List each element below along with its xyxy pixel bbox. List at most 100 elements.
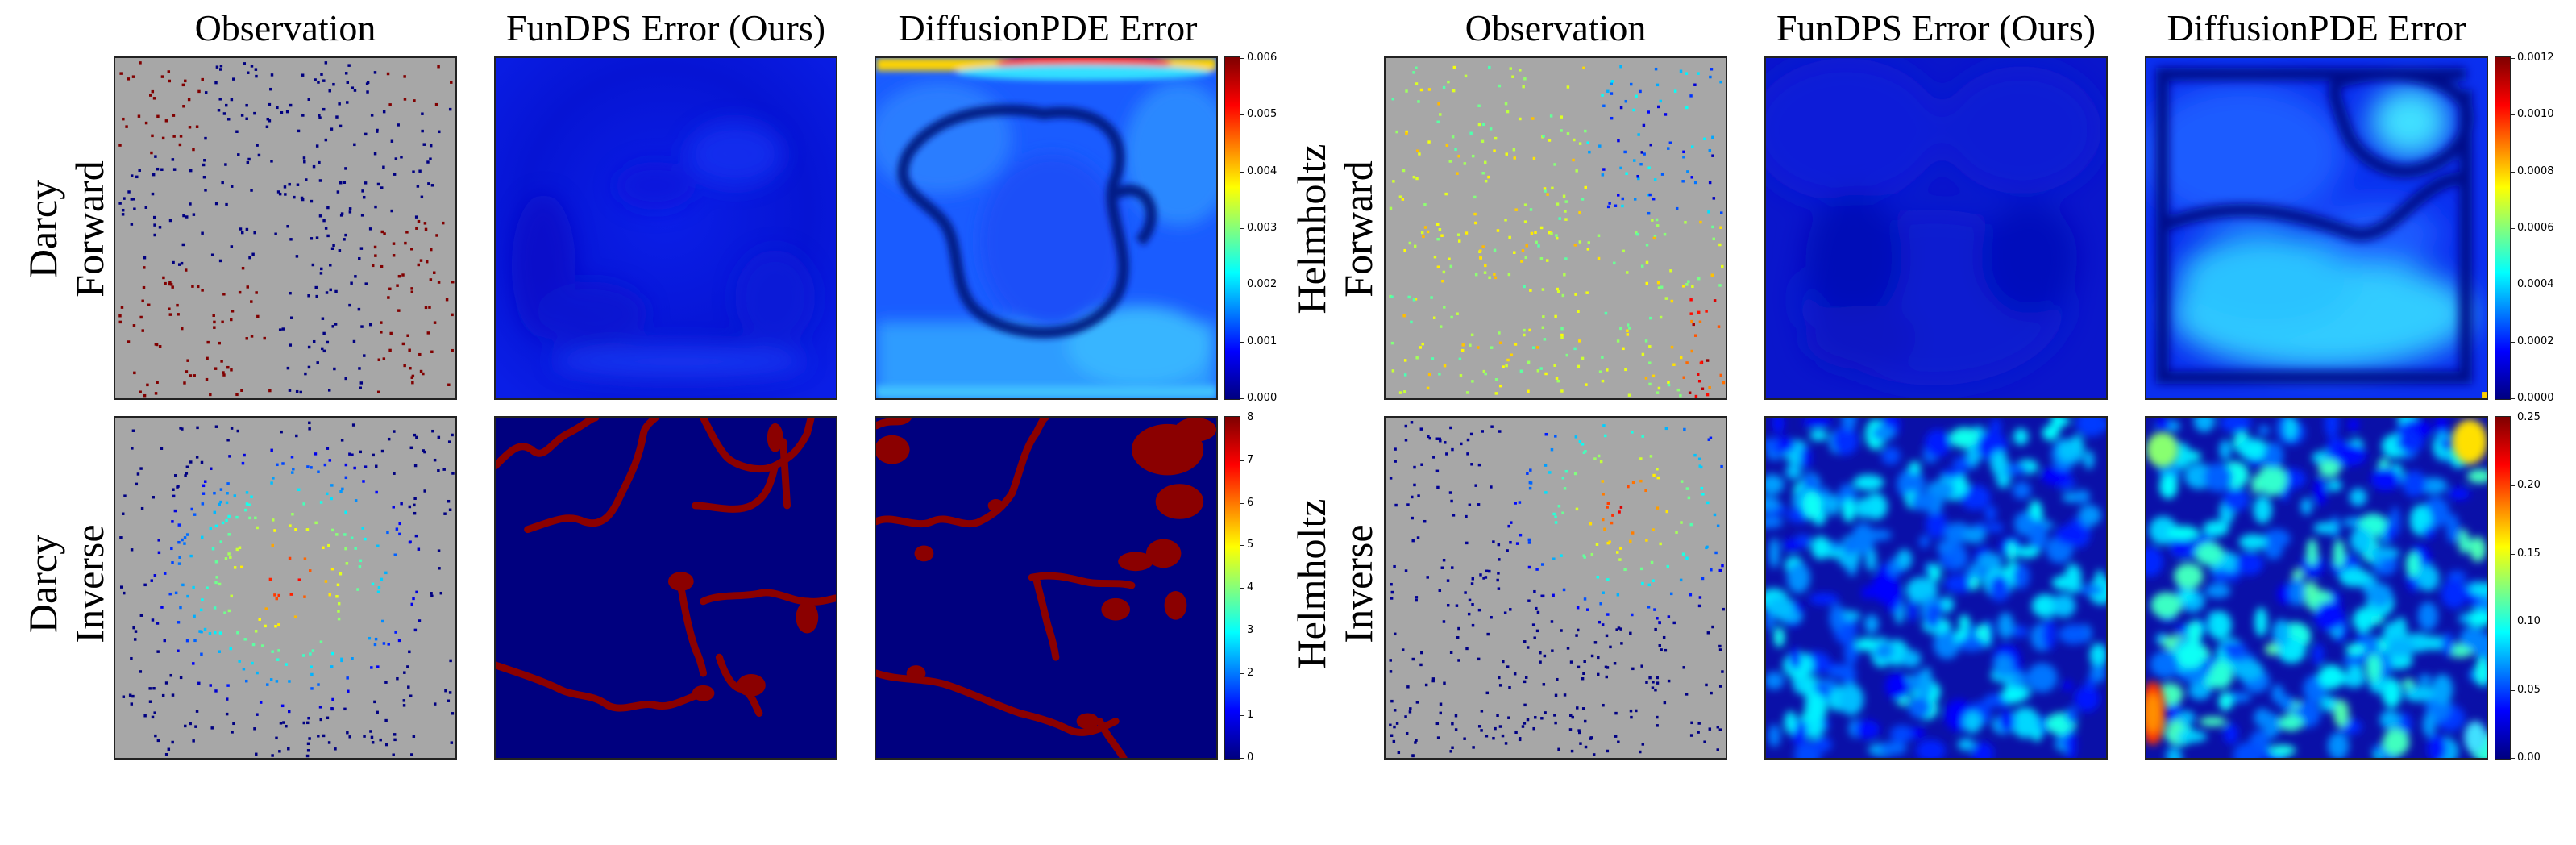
- observation-point: [1552, 512, 1556, 516]
- error-blob: [2327, 732, 2350, 758]
- observation-point: [1690, 319, 1693, 323]
- error-blob: [2348, 418, 2359, 432]
- observation-point: [348, 210, 352, 214]
- observation-point: [271, 543, 274, 547]
- observation-point: [235, 130, 239, 133]
- observation-point: [245, 679, 248, 683]
- observation-point: [1519, 69, 1522, 72]
- observation-point: [1479, 573, 1482, 577]
- observation-point: [1488, 276, 1491, 279]
- observation-point: [215, 576, 218, 579]
- error-blob: [1809, 593, 1839, 606]
- observation-point: [1461, 343, 1465, 347]
- observation-point: [230, 98, 234, 102]
- observation-point: [241, 461, 245, 465]
- colorbar-tick-mark: [2511, 171, 2515, 173]
- observation-point: [160, 168, 164, 172]
- error-blob: [2345, 643, 2366, 655]
- observation-point: [210, 726, 214, 730]
- observation-point: [1711, 625, 1714, 629]
- observation-point: [376, 130, 379, 133]
- observation-point: [1395, 722, 1399, 725]
- observation-point: [225, 202, 228, 206]
- observation-point: [429, 157, 432, 160]
- observation-point: [1554, 435, 1557, 438]
- observation-point: [373, 71, 377, 74]
- observation-point: [1449, 264, 1453, 268]
- observation-point: [295, 434, 298, 438]
- observation-point: [402, 699, 406, 702]
- observation-point: [375, 490, 378, 494]
- observation-point: [1573, 347, 1577, 351]
- row-label-darcy-forward: Darcy Forward: [20, 160, 112, 298]
- observation-point: [253, 111, 256, 115]
- observation-point: [1427, 88, 1431, 91]
- observation-point: [156, 622, 160, 625]
- observation-point: [1404, 715, 1407, 718]
- observation-point: [1721, 670, 1724, 673]
- observation-point: [445, 298, 449, 302]
- observation-point: [1541, 288, 1545, 291]
- error-blob: [2342, 670, 2366, 688]
- observation-point: [397, 639, 401, 643]
- observation-point: [1477, 463, 1481, 467]
- error-blob: [2159, 474, 2178, 499]
- observation-point: [213, 326, 216, 329]
- observation-point: [376, 544, 380, 547]
- observation-point: [1581, 443, 1585, 446]
- observation-point: [1468, 598, 1472, 602]
- error-blob: [1855, 637, 1879, 651]
- observation-point: [1640, 264, 1644, 268]
- error-blob: [2150, 650, 2182, 678]
- error-blob: [2396, 433, 2424, 452]
- error-blob: [2254, 607, 2268, 637]
- error-blob: [2427, 734, 2447, 758]
- observation-point: [143, 256, 147, 260]
- observation-point: [1708, 385, 1711, 389]
- observation-point: [185, 465, 189, 468]
- error-blob: [2193, 418, 2216, 432]
- observation-point: [406, 665, 409, 668]
- observation-point: [1422, 235, 1425, 239]
- observation-point: [1494, 377, 1498, 381]
- observation-point: [174, 474, 177, 477]
- colorbar-tick-label: 0.0008: [2517, 164, 2554, 177]
- observation-point: [348, 303, 351, 307]
- observation-point: [1602, 518, 1605, 522]
- observation-point: [163, 639, 166, 643]
- observation-point: [285, 663, 288, 666]
- observation-point: [1721, 564, 1724, 568]
- observation-point: [1553, 163, 1556, 166]
- observation-point: [334, 747, 337, 751]
- observation-point: [295, 389, 299, 393]
- observation-point: [1706, 631, 1710, 635]
- observation-point: [384, 681, 388, 684]
- observation-point: [1699, 361, 1703, 365]
- observation-point: [152, 97, 156, 100]
- observation-point: [1498, 84, 1502, 88]
- observation-point: [1706, 393, 1710, 397]
- observation-point: [273, 529, 276, 532]
- observation-point: [1664, 427, 1668, 431]
- error-blob: [2314, 601, 2345, 631]
- observation-point: [415, 590, 418, 594]
- observation-point: [1498, 384, 1502, 388]
- observation-point: [1479, 249, 1482, 252]
- observation-point: [226, 439, 230, 442]
- observation-point: [1483, 271, 1487, 274]
- observation-point: [1540, 594, 1544, 598]
- observation-point: [144, 121, 148, 125]
- observation-point: [201, 598, 204, 601]
- error-blob: [1784, 710, 1797, 735]
- observation-point: [387, 296, 390, 299]
- observation-point: [1596, 575, 1600, 579]
- observation-point: [293, 615, 297, 618]
- observation-point: [433, 702, 437, 706]
- observation-point: [1460, 442, 1463, 446]
- observation-point: [1685, 72, 1689, 75]
- darcy-inverse-observation-plot: [115, 418, 455, 758]
- observation-point: [195, 710, 199, 713]
- observation-point: [1642, 123, 1646, 127]
- observation-point: [1556, 677, 1559, 681]
- observation-point: [245, 117, 248, 120]
